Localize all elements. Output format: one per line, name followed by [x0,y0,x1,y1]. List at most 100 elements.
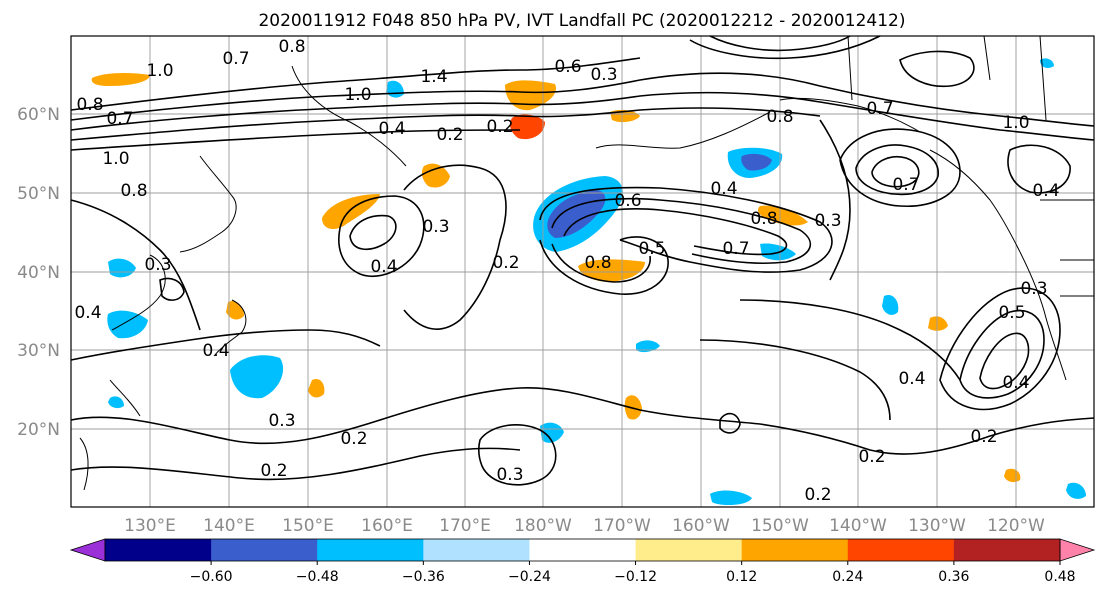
contour-label: 0.7 [866,99,893,119]
contour-label: 0.4 [898,369,925,389]
pv-negative-patch [1066,482,1086,499]
pv-contours [70,35,1095,486]
contour-label: 1.0 [146,61,173,81]
pv-negative-patch [1040,58,1054,68]
colorbar-segments [69,538,1096,562]
pv-negative-patch [108,396,124,409]
lon-label: 150°E [282,516,334,536]
lon-label: 180°W [514,516,572,536]
contour-label: 0.2 [340,429,367,449]
contour-label: 0.5 [638,239,665,259]
contour-label: 0.8 [750,209,777,229]
lon-label: 120°W [987,516,1045,536]
pv-positive-patch [91,73,150,86]
contour-label: 0.2 [436,125,463,145]
map-title: 2020011912 F048 850 hPa PV, IVT Landfall… [258,11,905,31]
colorbar-extend-low [69,538,106,562]
lon-label: 150°W [751,516,809,536]
contour-label: 0.6 [614,191,641,211]
contour-labels: 1.0 0.7 0.8 1.4 1.0 0.8 0.7 0.6 0.4 0.2 … [74,37,1059,505]
colorbar-segment [317,539,424,561]
contour-label: 0.2 [260,461,287,481]
contour-label: 0.4 [1002,373,1029,393]
colorbar-tick-label: −0.12 [614,569,657,585]
colorbar-tick-label: 0.24 [832,569,863,585]
colorbar-segment [847,539,955,561]
lon-label: 170°W [593,516,651,536]
contour-label: 0.2 [804,485,831,505]
contour-label: 0.7 [106,109,133,129]
colorbar-ticks: −0.60 −0.48 −0.36 −0.24 −0.12 0.12 0.24 0.36 0.4… [190,561,1076,585]
contour-label: 0.3 [268,411,295,431]
contour-label: 1.0 [102,149,129,169]
contour-label: 0.8 [76,95,103,115]
contour-label: 0.7 [222,49,249,69]
colorbar-tick-label: 0.36 [938,569,969,585]
colorbar-extend-high [1059,538,1096,562]
colorbar-segment [423,539,530,561]
pv-positive-patch [578,259,645,282]
lon-label: 130°E [124,516,176,536]
lat-label: 40°N [17,263,60,283]
contour-label: 1.4 [420,67,447,87]
contour-label: 0.3 [422,217,449,237]
colorbar: −0.60 −0.48 −0.36 −0.24 −0.12 0.12 0.24 0.36 0.4… [69,538,1096,585]
colorbar-tick-label: −0.60 [190,569,233,585]
pv-negative-patch [107,310,148,339]
pv-negative-patch-core [741,153,772,171]
contour-label: 0.8 [584,253,611,273]
colorbar-frame [104,538,1061,562]
map-panel: 1.0 0.7 0.8 1.4 1.0 0.8 0.7 0.6 0.4 0.2 … [70,35,1095,508]
contour-label: 1.0 [1002,113,1029,133]
lat-label: 20°N [17,420,60,440]
contour-label: 0.3 [1020,279,1047,299]
colorbar-segment [105,539,212,561]
pv-positive-patch [322,194,380,230]
pv-negative-patch [636,340,660,353]
lat-label: 60°N [17,105,60,125]
contour-label: 0.4 [74,303,101,323]
pv-positive-patch [308,378,325,398]
lon-label: 140°W [829,516,887,536]
contour-label: 0.4 [202,341,229,361]
contour-label: 0.3 [814,211,841,231]
contour-label: 0.4 [1032,181,1059,201]
latitude-labels: 60°N 50°N 40°N 30°N 20°N [17,105,60,440]
pv-positive-patch [510,114,545,140]
colorbar-segment [211,539,318,561]
pv-negative-patch [882,294,899,315]
map-frame [70,35,1095,508]
pv-positive-patch [757,205,808,226]
contour-label: 0.8 [766,107,793,127]
pv-positive-patch [421,163,450,188]
contour-label: 0.4 [378,119,405,139]
contour-label: 0.8 [120,181,147,201]
lon-label: 160°E [361,516,413,536]
contour-label: 0.7 [892,175,919,195]
contour-label: 1.0 [344,85,371,105]
contour-label: 0.8 [278,37,305,57]
contour-label: 0.7 [722,239,749,259]
contour-label: 0.5 [998,303,1025,323]
contour-label: 0.2 [858,447,885,467]
contour-label: 0.4 [710,179,737,199]
lon-label: 170°E [439,516,491,536]
pv-fill-patches [91,58,1086,506]
contour-label: 0.6 [554,57,581,77]
contour-label: 0.2 [486,117,513,137]
colorbar-segment [741,539,849,561]
pv-positive-patch [928,316,948,331]
contour-label: 0.3 [590,65,617,85]
pv-negative-patch [710,490,752,506]
contour-label: 0.3 [496,465,523,485]
lon-label: 160°W [672,516,730,536]
lat-label: 50°N [17,184,60,204]
colorbar-tick-label: 0.12 [726,569,757,585]
colorbar-segment [635,539,743,561]
colorbar-tick-label: −0.24 [508,569,551,585]
lon-label: 140°E [203,516,255,536]
pv-negative-patch [540,422,564,443]
colorbar-segment [953,539,1061,561]
pv-positive-patch [624,395,642,420]
